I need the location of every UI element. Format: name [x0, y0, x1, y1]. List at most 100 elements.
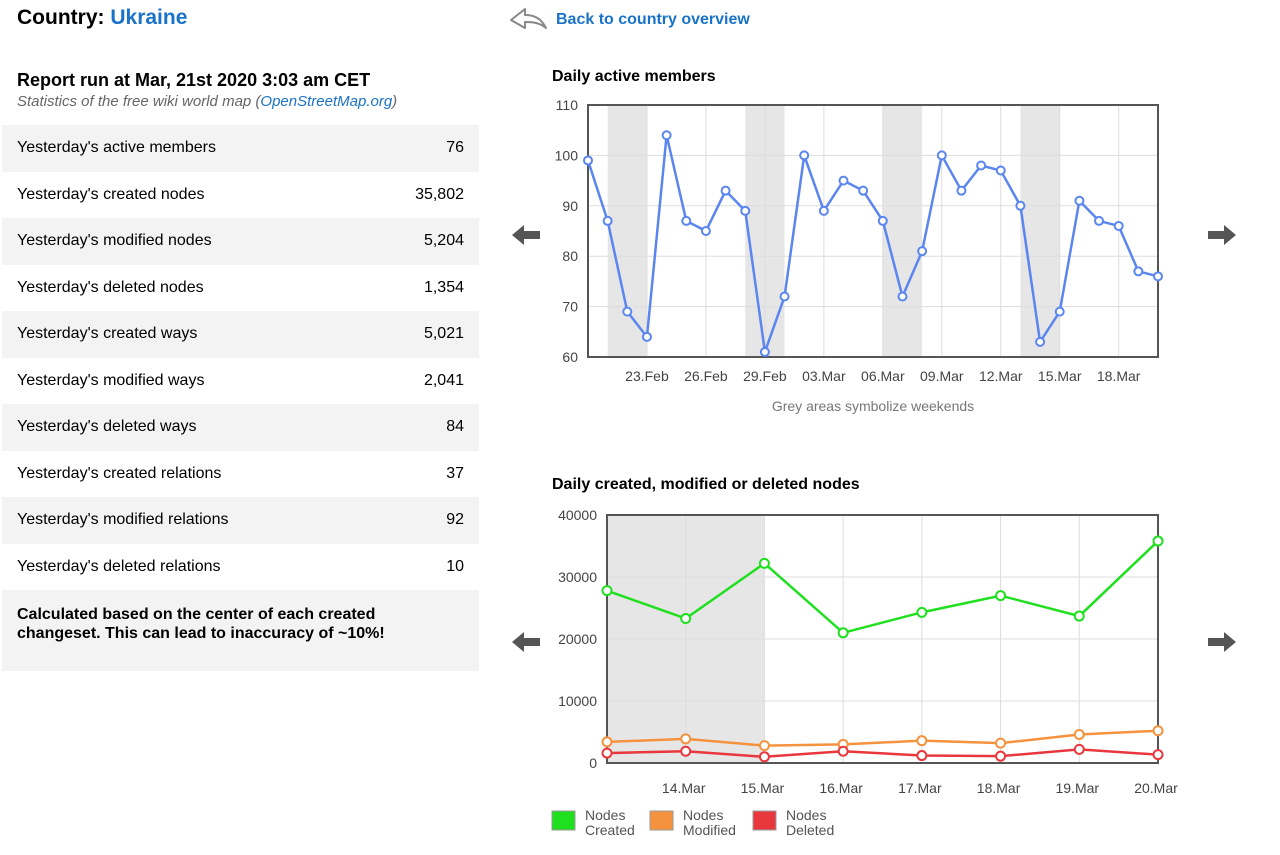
x-tick-label: 29.Feb — [743, 368, 787, 384]
openstreetmap-link[interactable]: OpenStreetMap.org — [260, 93, 393, 110]
stat-label: Yesterday's modified nodes — [2, 218, 362, 265]
data-point — [897, 291, 908, 302]
data-point — [1054, 306, 1065, 317]
series-line-active-members — [586, 134, 1159, 353]
table-row: Yesterday's modified relations 92 — [2, 497, 479, 544]
accuracy-note: Calculated based on the center of each c… — [2, 590, 479, 671]
data-point — [680, 733, 692, 745]
data-point — [1152, 535, 1164, 547]
y-tick-label: 70 — [562, 299, 578, 315]
weekend-band — [607, 105, 647, 357]
y-tick-label: 90 — [562, 198, 578, 214]
y-tick-label: 80 — [562, 248, 578, 264]
data-point — [740, 205, 751, 216]
table-row: Yesterday's deleted nodes 1,354 — [2, 265, 479, 312]
y-tick-label: 40000 — [558, 507, 597, 523]
data-point — [1094, 215, 1105, 226]
stat-label: Yesterday's modified relations — [2, 497, 362, 544]
stat-label: Yesterday's active members — [2, 125, 362, 172]
chart2-title: Daily created, modified or deleted nodes — [552, 476, 860, 493]
data-point — [1073, 728, 1085, 740]
series-line — [606, 729, 1159, 747]
data-point — [976, 160, 987, 171]
weekend-note: Grey areas symbolize weekends — [772, 398, 974, 414]
table-row: Yesterday's deleted ways 84 — [2, 404, 479, 451]
legend-swatch — [649, 810, 674, 831]
legend-label: Deleted — [786, 822, 834, 838]
x-tick-label: 09.Mar — [920, 368, 964, 384]
data-point — [602, 215, 613, 226]
weekend-band — [882, 105, 923, 357]
stat-label: Yesterday's deleted ways — [2, 404, 362, 451]
stat-label: Yesterday's created ways — [2, 311, 362, 358]
y-tick-label: 110 — [556, 97, 579, 113]
x-tick-label: 03.Mar — [802, 368, 846, 384]
data-point — [1153, 271, 1163, 282]
data-point — [601, 747, 613, 759]
x-tick-label: 15.Mar — [1038, 368, 1082, 384]
right-arrow-icon[interactable] — [1206, 222, 1238, 248]
data-point — [818, 205, 829, 216]
data-point — [916, 735, 928, 747]
data-point — [641, 331, 652, 342]
y-tick-label: 0 — [589, 755, 597, 771]
data-point — [622, 306, 633, 317]
series-line — [606, 540, 1159, 635]
data-point — [720, 185, 731, 196]
data-point — [995, 750, 1007, 762]
stat-value: 84 — [361, 404, 479, 451]
y-tick-label: 30000 — [558, 569, 597, 585]
legend-label: Modified — [683, 822, 736, 838]
data-point — [995, 737, 1007, 749]
data-point — [1073, 743, 1085, 755]
data-point — [916, 606, 928, 618]
table-row: Yesterday's modified ways 2,041 — [2, 358, 479, 405]
data-point — [799, 150, 810, 161]
y-tick-label: 10000 — [558, 693, 597, 709]
data-point — [661, 130, 672, 141]
table-row: Yesterday's created relations 37 — [2, 451, 479, 498]
stat-label: Yesterday's created relations — [17, 464, 222, 482]
chart1-title: Daily active members — [552, 68, 716, 85]
y-tick-label: 20000 — [558, 631, 597, 647]
left-arrow-icon[interactable] — [510, 629, 542, 655]
legend-label: Nodes — [585, 807, 625, 823]
x-tick-label: 20.Mar — [1134, 780, 1178, 796]
table-row: Yesterday's active members 76 — [2, 125, 479, 172]
data-point — [1074, 195, 1085, 206]
y-tick-label: 60 — [562, 349, 578, 365]
data-point — [838, 175, 849, 186]
stat-value: 1,354 — [423, 278, 464, 296]
data-point — [1113, 220, 1124, 231]
data-point — [837, 745, 849, 757]
right-arrow-icon[interactable] — [1206, 629, 1238, 655]
back-to-overview-link[interactable]: Back to country overview — [508, 6, 750, 34]
left-arrow-icon[interactable] — [510, 222, 542, 248]
legend-swatch — [551, 810, 576, 831]
x-tick-label: 26.Feb — [684, 368, 728, 384]
active-members-chart: 60 70 80 90 100 110 23.Feb 26.Feb 29.Feb 03.Mar 06… — [555, 97, 1163, 414]
data-point — [1152, 749, 1164, 761]
data-point — [758, 740, 770, 752]
x-tick-label: 15.Mar — [741, 780, 785, 796]
back-link-label: Back to country overview — [556, 11, 750, 28]
stat-value: 10 — [446, 557, 464, 575]
data-point — [1152, 725, 1164, 737]
data-point — [680, 613, 692, 625]
legend-label: Nodes — [786, 807, 826, 823]
data-point — [1073, 610, 1085, 622]
accuracy-note-text: Calculated based on the center of each c… — [17, 606, 385, 642]
table-row: Yesterday's deleted relations 10 — [2, 544, 479, 591]
stat-label: Yesterday's deleted nodes — [17, 278, 204, 296]
stat-label: Yesterday's modified ways — [17, 371, 205, 389]
data-point — [583, 155, 593, 166]
legend-label: Created — [585, 822, 635, 838]
stat-value: 2,041 — [423, 371, 464, 389]
report-subtitle: Statistics of the free wiki world map (O… — [17, 93, 397, 110]
back-arrow-icon — [510, 8, 547, 29]
table-row: Yesterday's created ways 5,021 — [2, 311, 479, 358]
subtitle-suffix: ) — [392, 93, 398, 110]
data-point — [1133, 266, 1144, 277]
data-point — [858, 185, 869, 196]
stat-value: 37 — [446, 464, 464, 482]
